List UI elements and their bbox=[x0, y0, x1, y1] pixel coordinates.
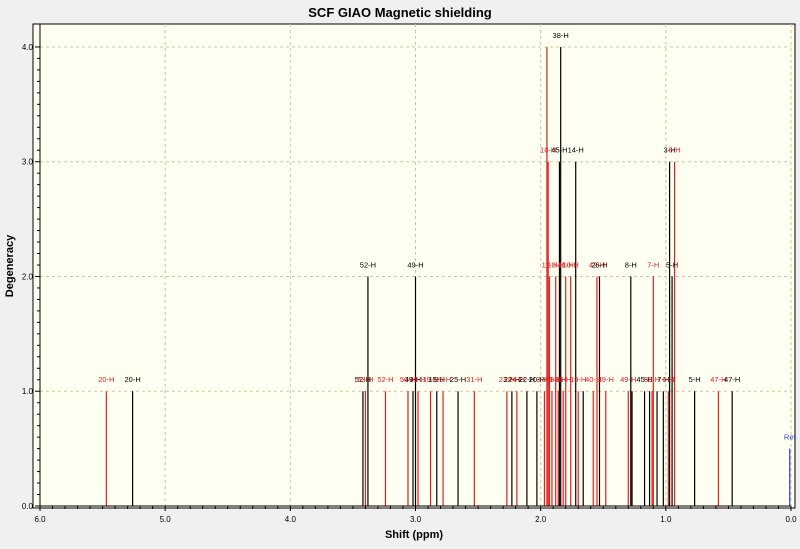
peak-label: 45-H bbox=[636, 375, 652, 384]
x-tick-label: 2.0 bbox=[535, 515, 547, 524]
peak-label: 23-H bbox=[499, 375, 515, 384]
peak-label: 52-H bbox=[360, 260, 376, 269]
peak-label: 5-H bbox=[666, 260, 678, 269]
peak-label: 6-H bbox=[669, 146, 681, 155]
peak-label: 15-H bbox=[429, 375, 445, 384]
peak-label: 13-H bbox=[548, 260, 564, 269]
peak-label: 49-H bbox=[620, 375, 636, 384]
x-axis: 6.0 5.0 4.0 3.0 2.0 1.0 0.0 bbox=[34, 505, 797, 524]
peak-label: Ref bbox=[784, 433, 797, 442]
peak-label: 52-H bbox=[355, 375, 371, 384]
peak-label: 8-H bbox=[625, 260, 637, 269]
x-tick-label: 5.0 bbox=[160, 515, 172, 524]
peak-label: 11-H bbox=[542, 260, 558, 269]
peak-label: 31-H bbox=[466, 375, 482, 384]
peak-label: 53-H bbox=[357, 375, 373, 384]
peak-label: 47-H bbox=[710, 375, 726, 384]
peak-label: 25-H bbox=[450, 375, 466, 384]
y-axis-label: Degeneracy bbox=[4, 234, 16, 297]
peak-label: 19-H bbox=[422, 375, 438, 384]
peak-label: 37-H bbox=[536, 375, 552, 384]
peak-label: 45-H bbox=[551, 146, 567, 155]
peak-label: 50-H bbox=[400, 375, 416, 384]
peak-label: 18-H bbox=[540, 146, 556, 155]
x-tick-label: 0.0 bbox=[785, 515, 797, 524]
peak-label: 20-H bbox=[124, 375, 140, 384]
peak-label: 3-H bbox=[664, 146, 676, 155]
peak-label: 49-H bbox=[407, 260, 423, 269]
peak-label: 19-H bbox=[570, 375, 586, 384]
peak-label: 6-H bbox=[662, 375, 674, 384]
peak-label: 40-H bbox=[585, 375, 601, 384]
y-axis: 0.0 1.0 2.0 3.0 4.0 bbox=[22, 24, 41, 511]
peak-label: 50-H bbox=[644, 375, 660, 384]
peak-label: 20-H bbox=[529, 375, 545, 384]
y-tick-label: 2.0 bbox=[22, 272, 34, 281]
peak-label: 42-H bbox=[589, 260, 605, 269]
peak-label: 5-H bbox=[689, 375, 701, 384]
peak-sticks bbox=[105, 46, 791, 506]
peak-label: 49-H bbox=[405, 375, 421, 384]
peak-label: 38-H bbox=[553, 31, 569, 40]
peak-label: 34-H bbox=[550, 375, 566, 384]
peak-label: 22-H bbox=[504, 375, 520, 384]
y-tick-label: 3.0 bbox=[22, 158, 34, 167]
peak-label: 24-H bbox=[509, 375, 525, 384]
y-tick-label: 1.0 bbox=[22, 387, 34, 396]
peak-label: 49-H bbox=[410, 375, 426, 384]
peak-label: 47-H bbox=[724, 375, 740, 384]
peak-label: 26-H bbox=[591, 260, 607, 269]
peak-label: 25-H bbox=[435, 375, 451, 384]
x-tick-label: 4.0 bbox=[285, 515, 297, 524]
x-tick-label: 1.0 bbox=[660, 515, 672, 524]
peak-label: 39-H bbox=[598, 375, 614, 384]
peak-label: 20-H bbox=[98, 375, 114, 384]
peak-label: 45-H bbox=[544, 375, 560, 384]
peak-label: 10-H bbox=[563, 260, 579, 269]
peak-label: 52-H bbox=[377, 375, 393, 384]
peak-label: 7-H bbox=[657, 375, 669, 384]
peak-label: 7-H bbox=[647, 260, 659, 269]
peak-label: 41-H bbox=[558, 260, 574, 269]
peak-label: 22-H bbox=[519, 375, 535, 384]
y-tick-label: 4.0 bbox=[22, 43, 34, 52]
y-tick-label: 0.0 bbox=[22, 502, 34, 511]
x-axis-label: Shift (ppm) bbox=[385, 529, 443, 541]
peak-label: 14-H bbox=[568, 146, 584, 155]
peak-label: 36-H bbox=[555, 375, 571, 384]
x-tick-label: 6.0 bbox=[34, 515, 46, 524]
chart-title: SCF GIAO Magnetic shielding bbox=[308, 5, 492, 20]
peak-labels: 20-H 20-H 52-H53-H52-H52-H 50-H49-H49-H49-H… bbox=[98, 31, 796, 442]
x-tick-label: 3.0 bbox=[410, 515, 422, 524]
